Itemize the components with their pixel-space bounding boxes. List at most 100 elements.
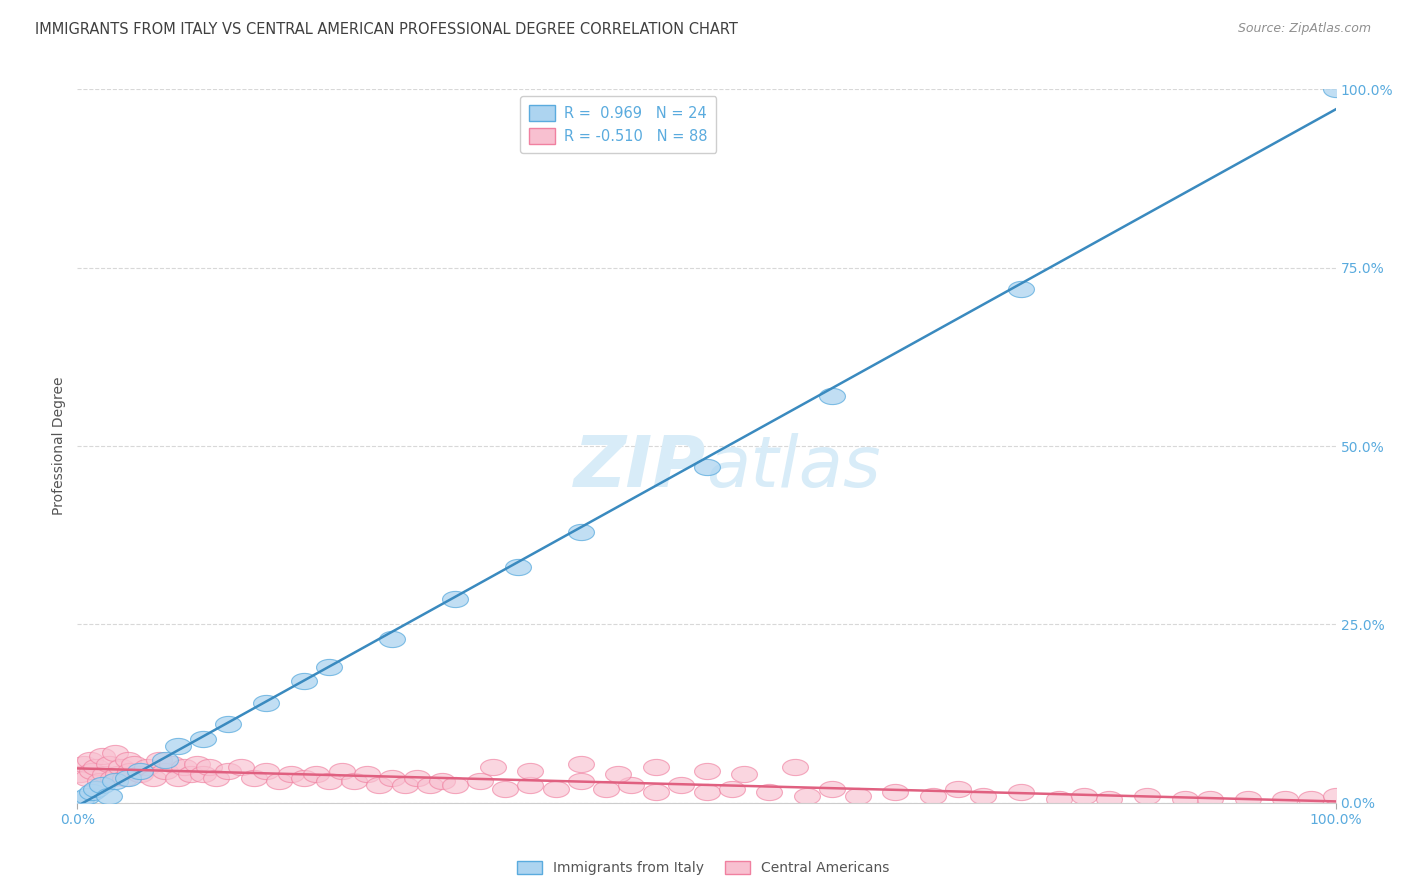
Point [97,789,120,803]
Point [381,632,404,646]
Point [191,731,215,746]
Point [494,781,516,796]
Point [217,717,239,731]
Point [468,774,491,789]
Point [69,767,91,781]
Point [758,785,780,799]
Point [155,753,177,767]
Point [167,739,190,753]
Point [292,674,315,689]
Point [1299,792,1322,806]
Point [381,771,404,785]
Point [104,746,127,760]
Point [696,785,718,799]
Point [104,774,127,789]
Point [444,592,467,607]
Point [796,789,818,803]
Point [620,778,643,792]
Point [607,767,630,781]
Point [135,760,157,774]
Point [129,764,152,778]
Point [122,756,145,771]
Point [89,774,111,789]
Point [160,756,183,771]
Point [101,771,124,785]
Y-axis label: Professional Degree: Professional Degree [52,376,66,516]
Point [394,778,416,792]
Text: Source: ZipAtlas.com: Source: ZipAtlas.com [1237,22,1371,36]
Point [846,789,869,803]
Point [544,781,567,796]
Point [922,789,945,803]
Point [254,696,277,710]
Point [1324,789,1347,803]
Point [72,756,94,771]
Point [821,781,844,796]
Point [506,560,529,574]
Point [254,764,277,778]
Point [645,785,668,799]
Point [368,778,391,792]
Point [1098,792,1121,806]
Point [120,764,142,778]
Point [696,764,718,778]
Point [569,524,592,539]
Point [117,753,139,767]
Point [481,760,503,774]
Point [173,760,195,774]
Point [129,767,152,781]
Point [107,767,129,781]
Point [229,760,252,774]
Point [242,771,264,785]
Point [91,749,114,764]
Point [696,460,718,475]
Point [645,760,668,774]
Point [198,760,221,774]
Point [155,764,177,778]
Point [733,767,755,781]
Point [884,785,907,799]
Point [356,767,378,781]
Legend: R =  0.969   N = 24, R = -0.510   N = 88: R = 0.969 N = 24, R = -0.510 N = 88 [520,96,717,153]
Point [191,767,215,781]
Point [783,760,806,774]
Point [110,760,132,774]
Point [569,756,592,771]
Point [91,778,114,792]
Point [318,774,340,789]
Text: ZIP: ZIP [574,433,707,502]
Point [419,778,441,792]
Point [595,781,617,796]
Point [180,767,202,781]
Point [972,789,994,803]
Point [142,771,165,785]
Text: IMMIGRANTS FROM ITALY VS CENTRAL AMERICAN PROFESSIONAL DEGREE CORRELATION CHART: IMMIGRANTS FROM ITALY VS CENTRAL AMERICA… [35,22,738,37]
Point [114,771,136,785]
Point [1174,792,1197,806]
Point [406,771,429,785]
Point [82,785,104,799]
Point [1047,792,1070,806]
Point [519,764,541,778]
Point [1236,792,1258,806]
Point [84,760,107,774]
Point [76,771,98,785]
Point [292,771,315,785]
Point [948,781,970,796]
Point [720,781,742,796]
Point [1324,82,1347,96]
Point [343,774,366,789]
Point [84,781,107,796]
Point [330,764,353,778]
Point [280,767,302,781]
Point [167,771,190,785]
Point [117,771,139,785]
Point [79,753,101,767]
Point [519,778,541,792]
Point [70,792,93,806]
Point [1136,789,1159,803]
Point [97,756,120,771]
Point [267,774,290,789]
Legend: Immigrants from Italy, Central Americans: Immigrants from Italy, Central Americans [512,855,894,880]
Point [148,753,170,767]
